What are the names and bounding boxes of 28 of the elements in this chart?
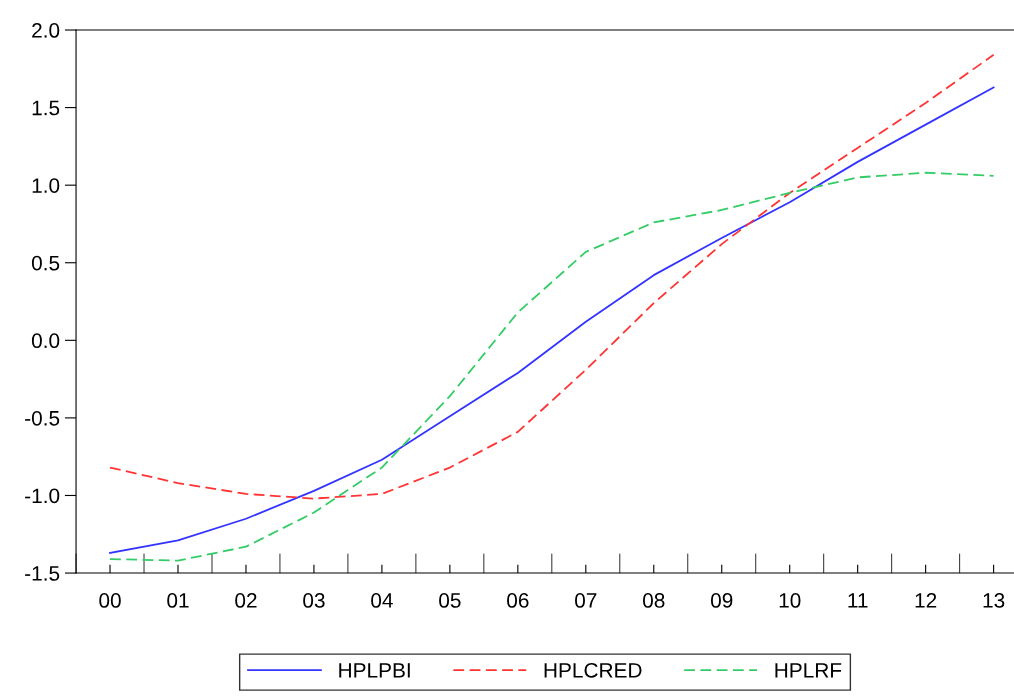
x-tick-label: 10 bbox=[779, 593, 801, 608]
x-tick-label: 03 bbox=[303, 593, 325, 608]
x-tick-label: 13 bbox=[983, 593, 1005, 608]
y-tick-label: 1.5 bbox=[32, 100, 60, 116]
y-tick-label: 0.0 bbox=[31, 333, 60, 349]
y-tick-label: 1.0 bbox=[32, 178, 60, 193]
x-tick-label: 12 bbox=[915, 593, 937, 608]
line-series bbox=[109, 171, 995, 562]
x-tick-label: 01 bbox=[167, 593, 189, 608]
x-tick-label: 11 bbox=[848, 593, 868, 608]
y-tick-label: -1.0 bbox=[25, 488, 60, 504]
y-tick-label: 0.5 bbox=[31, 255, 60, 271]
x-tick-label: 06 bbox=[507, 593, 529, 608]
legend-label: HPLCRED bbox=[544, 662, 642, 678]
line-series bbox=[109, 86, 995, 554]
y-tick-label: 2.0 bbox=[32, 23, 60, 38]
x-tick-label: 07 bbox=[575, 593, 597, 608]
x-tick-label: 09 bbox=[710, 593, 733, 608]
x-tick-label: 00 bbox=[99, 593, 121, 608]
x-tick-label: 08 bbox=[643, 593, 665, 608]
line-series bbox=[109, 53, 995, 500]
x-tick-label: 02 bbox=[235, 593, 257, 608]
legend-label: HPLPBI bbox=[339, 663, 410, 678]
y-tick-label: -1.5 bbox=[25, 566, 60, 581]
y-tick-label: -0.5 bbox=[25, 410, 60, 426]
x-tick-label: 05 bbox=[439, 593, 461, 608]
legend-label: HPLRF bbox=[775, 663, 842, 678]
x-tick-label: 04 bbox=[371, 593, 393, 608]
